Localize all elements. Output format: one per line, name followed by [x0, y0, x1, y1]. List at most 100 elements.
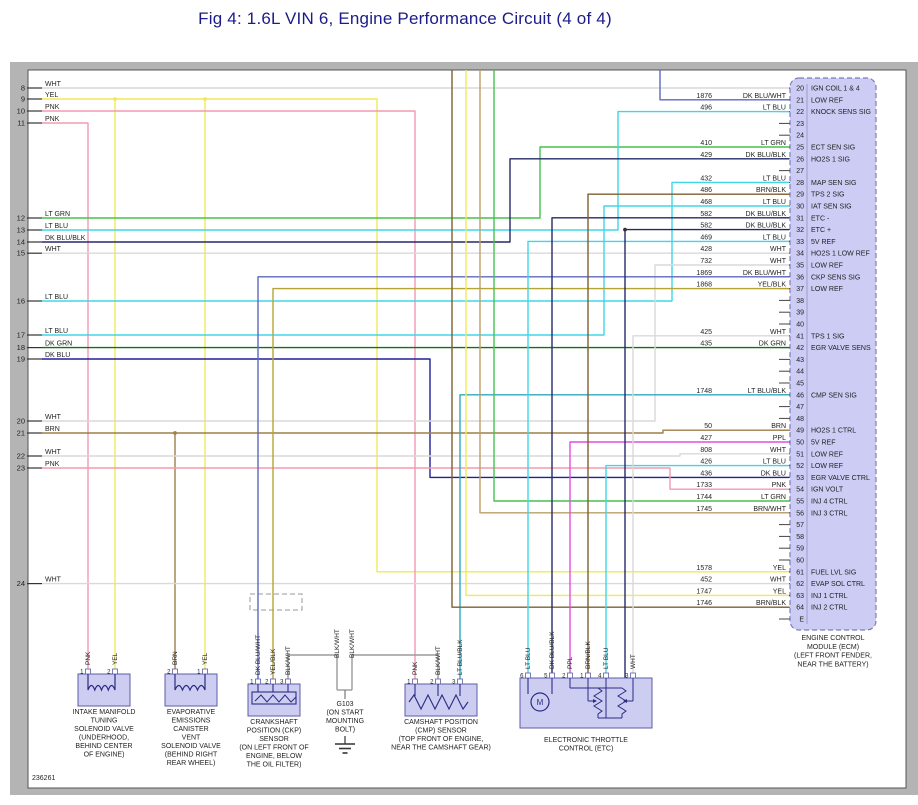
ecm-signal-label: TPS 2 SIG [811, 192, 844, 199]
left-pin-color-label: WHT [45, 246, 62, 253]
evap-solenoid-box [164, 673, 218, 707]
ecm-signal-label: LOW REF [811, 263, 843, 270]
wire-color-label-rotated: BLK/WHT [334, 629, 341, 658]
ecm-pin-number: 38 [796, 298, 804, 305]
ecm-pin-number: 63 [796, 593, 804, 600]
wiper-arrow [593, 699, 597, 703]
cmp-sensor-caption-line: (CMP) SENSOR [415, 728, 467, 735]
ecm-wire-color-label: DK BLU/BLK [746, 152, 787, 159]
wire-wht [632, 335, 789, 673]
ckp-sensor-caption-line: THE OIL FILTER) [247, 762, 302, 769]
ecm-pin-number: 42 [796, 345, 804, 352]
junction-dot [623, 227, 627, 232]
tps-resistor-symbol [617, 687, 627, 718]
intake-solenoid-pin-box [112, 668, 118, 675]
ecm-pin-number: 22 [796, 109, 804, 116]
intake-solenoid-caption-line: SOLENOID VALVE [74, 726, 134, 733]
etc-pin-number: 3 [625, 674, 629, 680]
ecm-pin-number: 21 [796, 97, 804, 104]
ckp-sensor-pin-number: 2 [265, 680, 269, 686]
ckp-sensor-pin-box [270, 678, 276, 685]
intake-solenoid-caption-line: (UNDERHOOD, [79, 735, 129, 742]
left-pin-color-label: LT BLU [45, 223, 68, 230]
left-pin-number: 12 [17, 214, 25, 223]
wire-color-label-rotated: BLK/WHT [285, 646, 292, 675]
ecm-signal-label: INJ 4 CTRL [811, 499, 848, 506]
ecm-wire-color-label: LT GRN [761, 140, 786, 147]
ecm-wire-color-label: WHT [770, 447, 787, 454]
ecm-pin-number: 20 [796, 86, 804, 93]
left-pin-color-label: LT BLU [45, 328, 68, 335]
ecm-signal-label: KNOCK SENS SIG [811, 109, 871, 116]
ecm-wire-color-label: PPL [773, 435, 786, 442]
wire-lt-blu [42, 110, 789, 231]
wire-wht [42, 453, 789, 457]
ecm-signal-label: EGR VALVE CTRL [811, 475, 870, 482]
ecm-caption-line: MODULE (ECM) [807, 644, 859, 651]
wire-color-label-rotated: YEL [202, 652, 209, 665]
ecm-wire-color-label: LT BLU [763, 234, 786, 241]
ecm-signal-label: 5V REF [811, 239, 836, 246]
ecm-circuit-number: 50 [704, 423, 712, 430]
ecm-wire-color-label: PNK [772, 482, 787, 489]
ecm-pin-number: 55 [796, 499, 804, 506]
wire-color-label-rotated: BLK/WHT [349, 629, 356, 658]
wire-color-label-rotated: YEL/BLK [270, 648, 277, 675]
diagram-id: 236261 [32, 775, 55, 782]
cmp-sensor-pin-number: 1 [407, 680, 411, 686]
ecm-signal-label: MAP SEN SIG [811, 180, 856, 187]
ecm-wire-color-label: LT BLU/BLK [748, 388, 787, 395]
ecm-circuit-number: 1745 [696, 506, 712, 513]
ckp-sensor-caption-line: CRANKSHAFT [250, 719, 298, 726]
ckp-sensor-caption-line: POSITION (CKP) [247, 728, 301, 735]
wire-color-label-rotated: PPL [567, 656, 574, 669]
ecm-pin-number: 45 [796, 381, 804, 388]
wire-dk-blu-blk [42, 158, 789, 243]
wire-lt-blu-blk [459, 394, 789, 679]
ecm-pin-number: 44 [796, 369, 804, 376]
etc-pin-number: 4 [598, 674, 602, 680]
left-pin-color-label: PNK [45, 104, 60, 111]
left-pin-number: 20 [17, 417, 25, 426]
ecm-pin-number: 37 [796, 286, 804, 293]
left-pin-color-label: WHT [45, 414, 62, 421]
ecm-pin-number: 27 [796, 168, 804, 175]
ckp-sensor-zigzag-symbol [254, 694, 297, 703]
left-pin-number: 10 [17, 107, 25, 116]
ecm-circuit-number: 486 [700, 187, 712, 194]
ecm-signal-label: LOW REF [811, 97, 843, 104]
wire-blk-wht [287, 654, 338, 690]
ecm-pin-number: 49 [796, 428, 804, 435]
wire-color-label-rotated: YEL [112, 652, 119, 665]
ecm-signal-label: LOW REF [811, 451, 843, 458]
wire-dk-blu [42, 358, 789, 479]
wiper-arrow [623, 699, 627, 703]
ecm-pin-number: 26 [796, 156, 804, 163]
ecm-caption-line: NEAR THE BATTERY) [797, 661, 868, 668]
ecm-wire-color-label: LT BLU [763, 459, 786, 466]
intake-solenoid-pin-number: 1 [80, 670, 84, 676]
ecm-circuit-number: 452 [700, 577, 712, 584]
wire-lt-blu [42, 205, 789, 336]
ecm-pin-number: E [799, 617, 804, 624]
ecm-pin-number: 62 [796, 581, 804, 588]
evap-solenoid-pin-number: 1 [197, 670, 201, 676]
ecm-pin-number: 30 [796, 204, 804, 211]
left-pin-color-label: PNK [45, 461, 60, 468]
ecm-circuit-number: 1747 [696, 588, 712, 595]
ecm-circuit-number: 426 [700, 459, 712, 466]
wire-yel [465, 70, 789, 597]
ecm-wire-color-label: WHT [770, 577, 787, 584]
left-pin-number: 16 [17, 297, 25, 306]
etc-pin-box [630, 672, 636, 679]
ckp-sensor-caption-line: SENSOR [259, 736, 289, 743]
ckp-sensor-caption-line: ENGINE, BELOW [246, 753, 302, 760]
ecm-circuit-number: 1578 [696, 565, 712, 572]
ecm-pin-number: 29 [796, 192, 804, 199]
evap-solenoid-pin-box [202, 668, 208, 675]
etc-pin-number: 2 [562, 674, 566, 680]
ecm-circuit-number: 1868 [696, 282, 712, 289]
ecm-signal-label: INJ 3 CTRL [811, 510, 848, 517]
wire-color-label-rotated: BRN/BLK [585, 641, 592, 669]
